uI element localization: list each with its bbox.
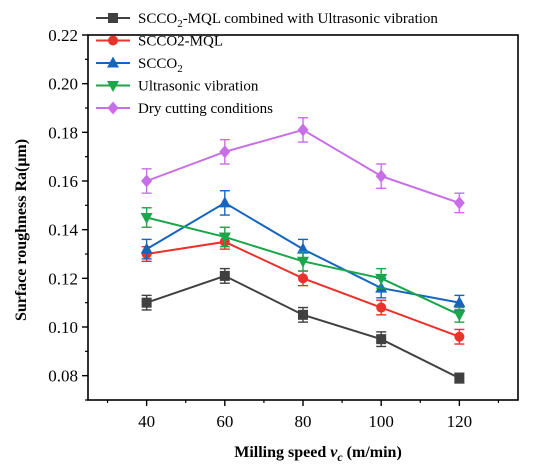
legend-label: Dry cutting conditions xyxy=(138,101,273,117)
data-point xyxy=(375,169,387,183)
y-tick-label: 0.18 xyxy=(48,123,78,142)
series-line xyxy=(146,274,460,379)
legend-label: SCCO2-MQL xyxy=(138,34,223,50)
legend-label: Ultrasonic vibration xyxy=(138,79,259,95)
data-point xyxy=(140,213,153,224)
data-point xyxy=(218,232,231,244)
data-point xyxy=(453,310,466,322)
legend-item-4: Ultrasonic vibration xyxy=(96,79,259,95)
legend-marker xyxy=(107,56,119,68)
legend: SCCO2-MQL combined with Ultrasonic vibra… xyxy=(96,11,438,117)
x-axis-title: Milling speed vc (m/min) xyxy=(234,444,402,464)
data-point xyxy=(375,273,388,285)
data-point xyxy=(219,145,231,159)
legend-label: SCCO2-MQL combined with Ultrasonic vibra… xyxy=(138,11,438,30)
y-axis: 0.08 0.10 0.12 0.14 0.16 0.18 0.20 0.22 xyxy=(48,26,88,401)
legend-marker xyxy=(108,35,118,46)
x-axis-title-prefix: Milling speed xyxy=(234,444,330,461)
data-point xyxy=(141,297,152,308)
data-point xyxy=(141,174,153,188)
data-point xyxy=(297,123,309,137)
data-point xyxy=(453,196,465,210)
data-point xyxy=(376,334,387,345)
x-tick-label: 80 xyxy=(295,412,312,431)
data-point xyxy=(140,242,153,254)
series-3 xyxy=(140,190,466,311)
data-point xyxy=(218,196,231,208)
legend-item-2: SCCO2-MQL xyxy=(96,34,223,50)
x-axis: 40 60 80 100 120 xyxy=(106,400,500,431)
legend-marker xyxy=(107,101,119,115)
data-point xyxy=(297,256,309,268)
data-point xyxy=(454,331,465,342)
y-tick-label: 0.08 xyxy=(48,367,78,386)
y-axis-title: Surface roughness Ra(μm) xyxy=(13,139,30,321)
data-point xyxy=(454,373,465,384)
legend-label: SCCO2 xyxy=(138,56,183,75)
x-axis-title-subscript: c xyxy=(337,450,343,464)
y-tick-label: 0.12 xyxy=(48,269,78,288)
series-5 xyxy=(141,117,465,214)
x-tick-label: 120 xyxy=(447,412,473,431)
series-4 xyxy=(140,207,466,323)
y-tick-label: 0.22 xyxy=(48,26,78,45)
legend-marker xyxy=(107,81,119,92)
y-tick-label: 0.16 xyxy=(48,172,78,191)
x-tick-label: 60 xyxy=(216,412,233,431)
data-point xyxy=(453,296,466,308)
series-1 xyxy=(141,267,465,384)
legend-marker xyxy=(108,13,118,23)
y-tick-label: 0.10 xyxy=(48,318,78,337)
data-point xyxy=(298,273,308,284)
x-tick-label: 40 xyxy=(138,412,155,431)
y-tick-label: 0.14 xyxy=(48,221,78,240)
series-layer xyxy=(140,117,466,384)
legend-item-3: SCCO2 xyxy=(96,56,183,75)
x-tick-label: 100 xyxy=(368,412,394,431)
legend-item-1: SCCO2-MQL combined with Ultrasonic vibra… xyxy=(96,11,438,30)
x-axis-title-variable: v xyxy=(330,444,338,461)
data-point xyxy=(298,309,308,320)
y-tick-label: 0.20 xyxy=(48,75,78,94)
data-point xyxy=(376,302,387,313)
x-axis-title-unit: (m/min) xyxy=(343,444,402,461)
data-point xyxy=(219,270,230,281)
legend-item-5: Dry cutting conditions xyxy=(96,101,273,117)
